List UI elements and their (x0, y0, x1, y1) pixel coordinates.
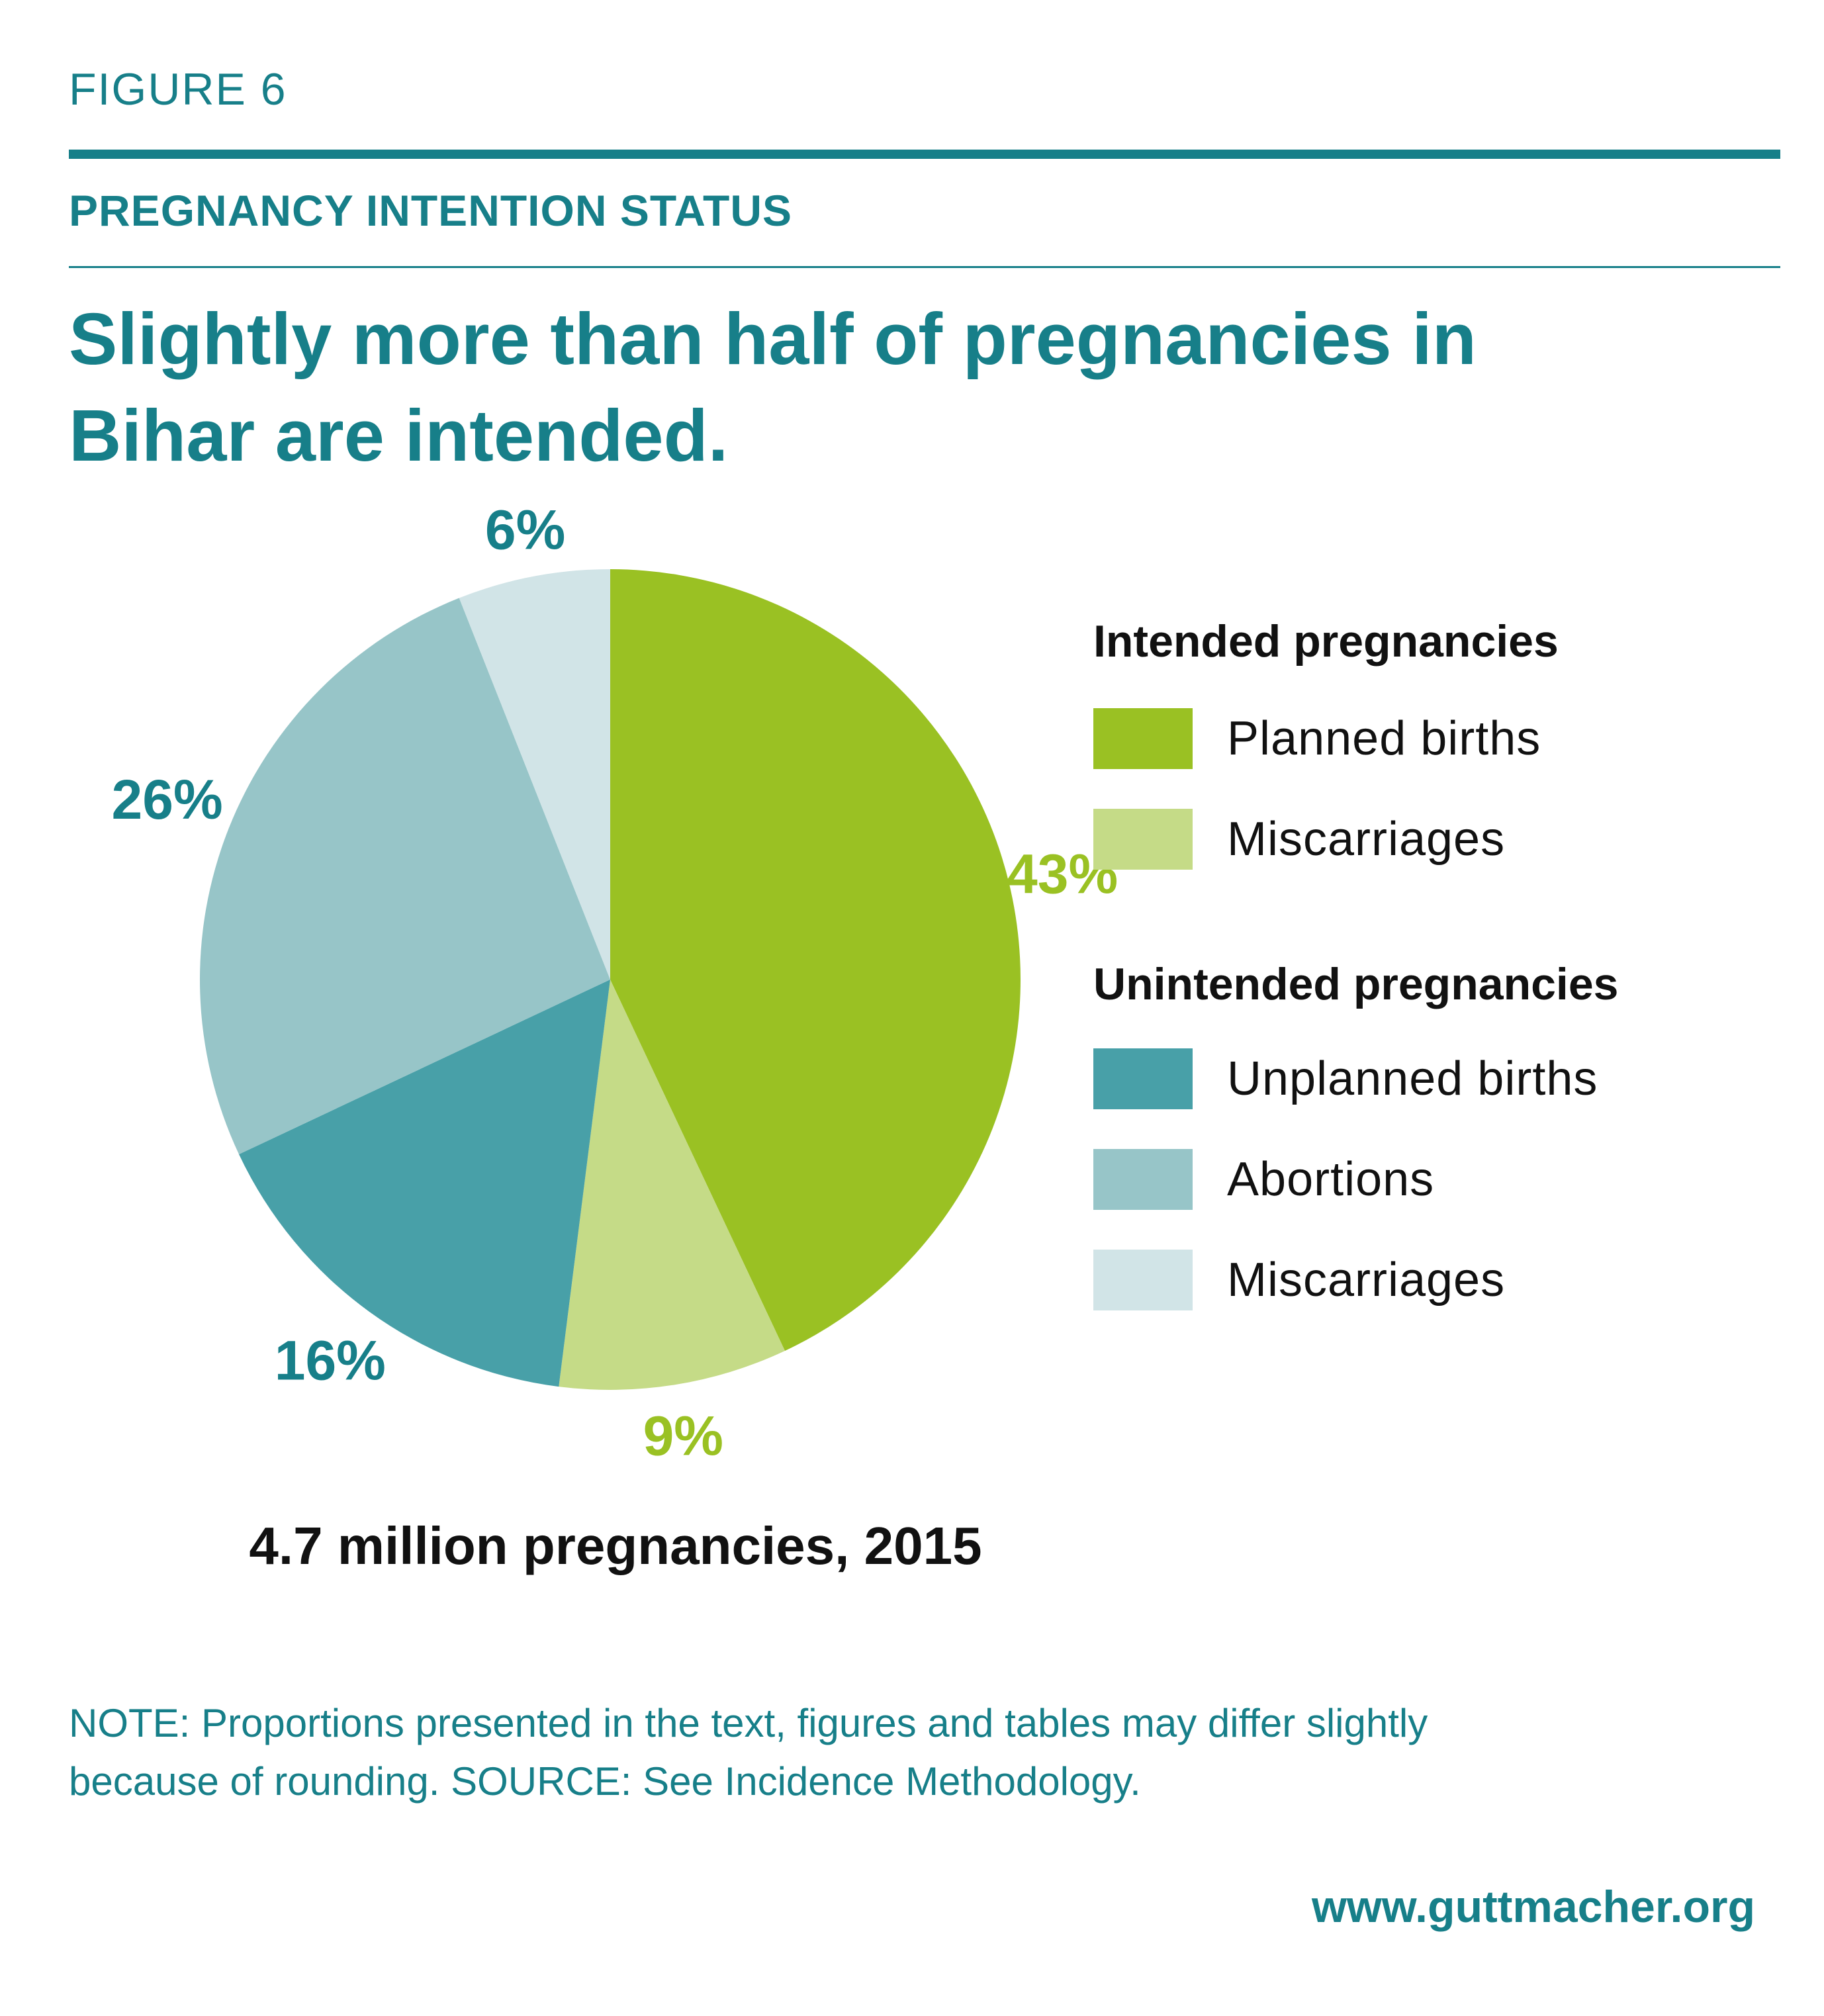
pie-label-unintended-miscarriages: 6% (485, 503, 565, 561)
note-line-2: because of rounding. SOURCE: See Inciden… (69, 1759, 1141, 1804)
headline-line-2: Bihar are intended. (69, 395, 729, 477)
legend-item-abortions: Abortions (1093, 1149, 1434, 1210)
headline: Slightly more than half of pregnancies i… (69, 291, 1763, 484)
pie-labels: 43%9%16%26%6% (112, 503, 1118, 1467)
pie-label-abortions: 26% (112, 768, 223, 831)
legend-label: Miscarriages (1227, 1254, 1506, 1306)
legend-item-unplanned-births: Unplanned births (1093, 1048, 1598, 1109)
legend-swatch (1093, 1250, 1193, 1310)
legend-label: Planned births (1227, 712, 1541, 765)
pie-slices (200, 569, 1021, 1390)
pie-slice-unplanned-births (239, 980, 610, 1387)
legend-swatch (1093, 809, 1193, 870)
website-link[interactable]: www.guttmacher.org (1311, 1882, 1755, 1932)
pie-chart: 43%9%16%26%6% (112, 503, 1118, 1467)
pie-label-intended-miscarriages: 9% (643, 1404, 723, 1467)
legend-item-intended-miscarriages: Miscarriages (1093, 809, 1505, 870)
legend-item-unintended-miscarriages: Miscarriages (1093, 1250, 1505, 1310)
figure-label: FIGURE 6 (69, 64, 287, 115)
chart-caption: 4.7 million pregnancies, 2015 (249, 1516, 982, 1575)
header-rule (69, 150, 1780, 159)
pie-slice-unintended-miscarriages (459, 569, 610, 980)
legend-swatch (1093, 708, 1193, 769)
pie-label-unplanned-births: 16% (275, 1330, 386, 1392)
legend-label: Unplanned births (1227, 1052, 1598, 1105)
legend-item-planned-births: Planned births (1093, 708, 1541, 769)
headline-line-1: Slightly more than half of pregnancies i… (69, 298, 1477, 380)
source-note: NOTE: Proportions presented in the text,… (69, 1694, 1790, 1811)
legend-heading-intended: Intended pregnancies (1093, 616, 1559, 666)
legend-label: Abortions (1227, 1153, 1435, 1206)
legend-heading-unintended: Unintended pregnancies (1093, 959, 1619, 1009)
legend-swatch (1093, 1149, 1193, 1210)
pie-slice-abortions (200, 598, 611, 1154)
note-line-1: NOTE: Proportions presented in the text,… (69, 1701, 1428, 1745)
section-title: PREGNANCY INTENTION STATUS (69, 186, 793, 235)
pie-slice-intended-miscarriages (559, 980, 785, 1390)
section-divider (69, 266, 1780, 268)
legend-swatch (1093, 1048, 1193, 1109)
pie-slice-planned-births (610, 569, 1021, 1351)
legend-label: Miscarriages (1227, 813, 1506, 866)
